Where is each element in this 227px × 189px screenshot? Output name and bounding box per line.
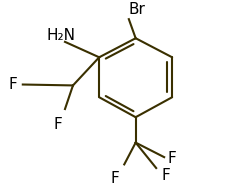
- Text: F: F: [110, 171, 119, 186]
- Text: F: F: [54, 117, 62, 132]
- Text: Br: Br: [128, 2, 145, 17]
- Text: F: F: [8, 77, 17, 92]
- Text: H₂N: H₂N: [47, 28, 75, 43]
- Text: F: F: [161, 168, 170, 183]
- Text: F: F: [167, 151, 175, 167]
